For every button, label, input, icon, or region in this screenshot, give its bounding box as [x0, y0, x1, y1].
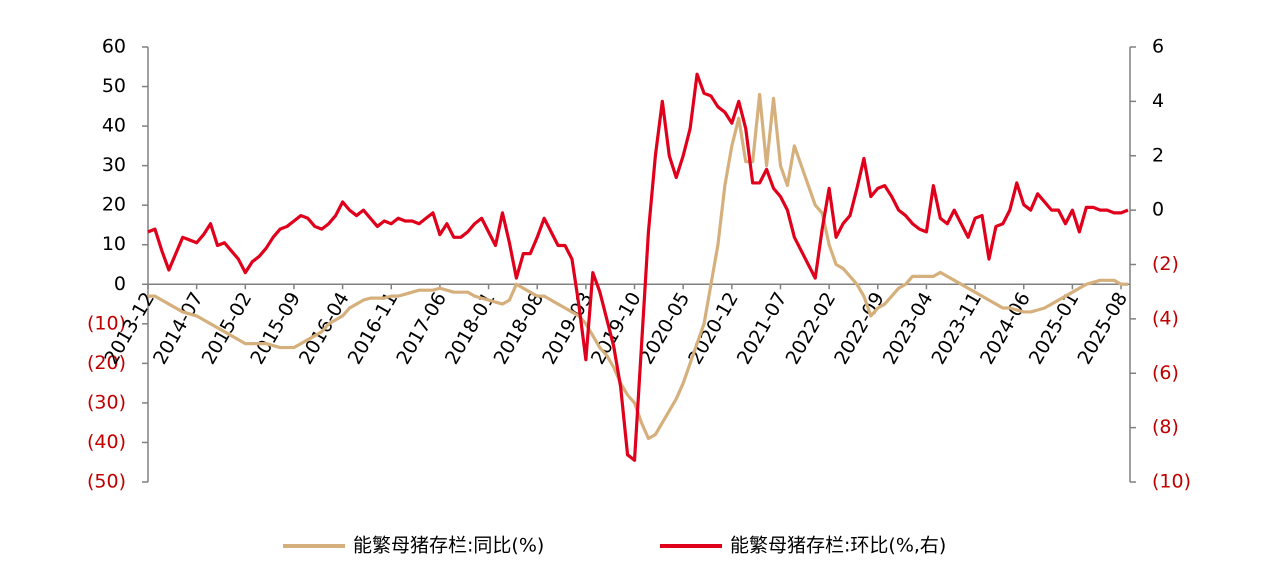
y2-tick-label: (2): [1152, 253, 1179, 275]
y-tick-label: 60: [102, 36, 126, 58]
y-tick-label: 40: [102, 115, 126, 137]
legend: 能繁母猪存栏:同比(%) 能繁母猪存栏:环比(%,右): [283, 535, 946, 557]
y2-tick-label: 0: [1152, 199, 1164, 221]
y-tick-label: 20: [102, 194, 126, 216]
y-tick-label: (10): [87, 312, 126, 334]
y2-tick-label: (6): [1152, 362, 1179, 384]
y-tick-label: 10: [102, 233, 126, 255]
y2-tick-label: 6: [1152, 36, 1164, 58]
y2-tick-label: (10): [1152, 471, 1191, 493]
series-line: [147, 72, 1129, 462]
y2-tick-label: 2: [1152, 144, 1164, 166]
y-tick-label: (20): [87, 352, 126, 374]
y2-tick-label: (4): [1152, 307, 1179, 329]
y-tick-label: (30): [87, 391, 126, 413]
y-tick-label: 30: [102, 154, 126, 176]
y2-tick-label: (8): [1152, 416, 1179, 438]
y-tick-label: 50: [102, 75, 126, 97]
plot: [147, 72, 1129, 462]
y2-tick-label: 4: [1152, 90, 1164, 112]
y-tick-label: 0: [114, 273, 126, 295]
legend-label: 能繁母猪存栏:同比(%): [353, 535, 544, 557]
y-tick-label: (50): [87, 471, 126, 493]
legend-label: 能繁母猪存栏:环比(%,右): [730, 535, 946, 557]
y-tick-label: (40): [87, 431, 126, 453]
